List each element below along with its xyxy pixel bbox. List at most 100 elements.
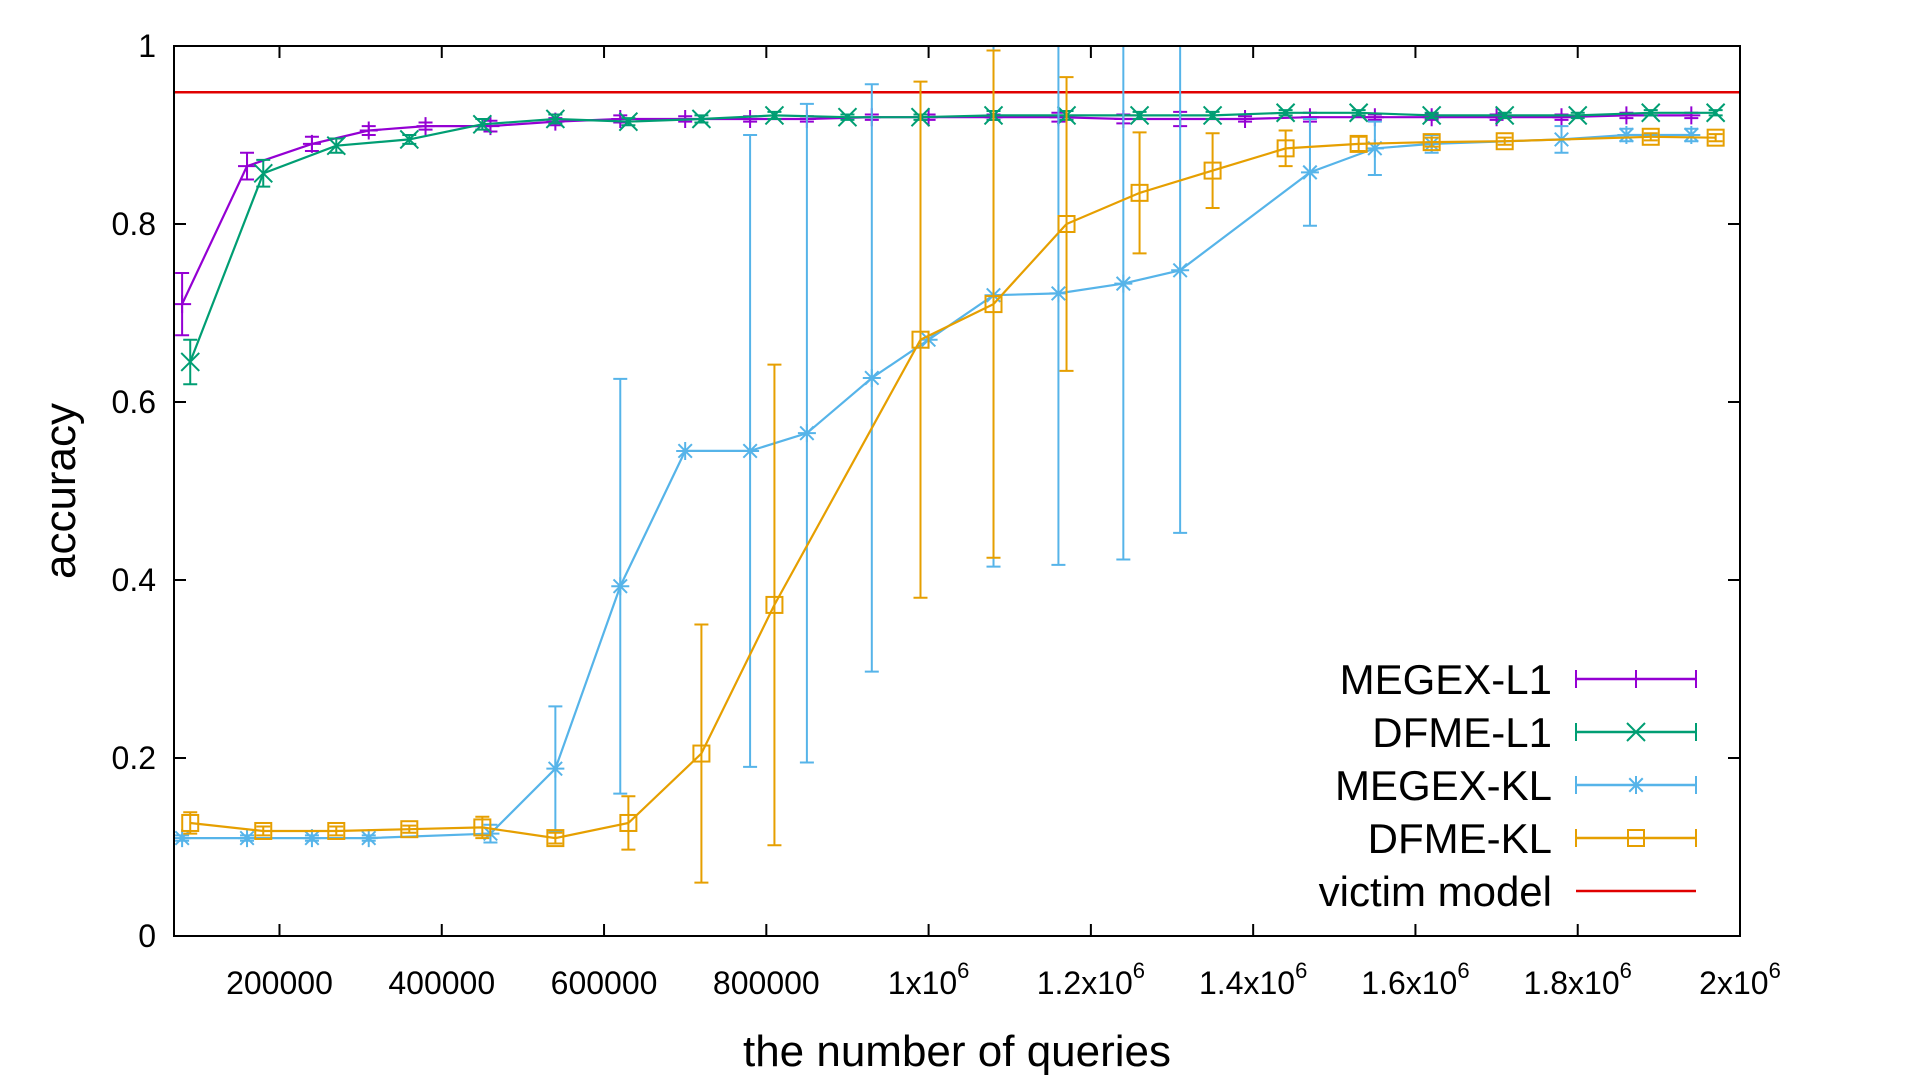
data-point [1705,103,1726,123]
data-point [741,441,760,460]
error-bar [767,363,782,847]
data-point [1130,183,1149,202]
data-point [473,818,492,837]
x-tick-label: 800000 [713,965,820,1001]
x-tick-label-exponent: 6 [1620,958,1632,983]
x-tick-label-base: 1.4x10 [1199,965,1295,1001]
error-bar [621,795,636,851]
y-axis-title: accuracy [36,403,85,579]
axis-ticks: 0 0.2 0.4 0.6 0.8 1 200000 400000 600000 800000 1x… [112,28,1781,1001]
y-tick-label: 0.2 [112,740,156,776]
data-point [326,135,346,156]
data-point [1114,274,1133,293]
series-line [182,133,1692,840]
data-point [862,368,881,387]
error-bar [329,825,344,837]
data-point [1348,103,1369,123]
legend-item: DFME-L1 [1372,709,1697,756]
legend-item: MEGEX-L1 [1340,656,1697,703]
x-tick-label-base: 200000 [226,965,333,1001]
data-point [416,117,435,136]
data-point [911,330,930,349]
data-point [837,107,858,127]
x-tick-label-exponent: 6 [1133,958,1145,983]
series-layer [173,45,1740,884]
data-point [359,829,378,848]
data-point [1627,670,1645,688]
data-point [1349,134,1368,153]
series-dfme-kl [181,49,1725,884]
error-bar [1708,133,1723,143]
data-point [546,759,565,778]
y-tick-label: 0.6 [112,384,156,420]
series-dfme-l1 [180,103,1726,386]
error-bar [1424,136,1439,148]
data-point [302,134,321,153]
data-point [1422,133,1441,152]
legend: MEGEX-L1 DFME-L1 MEGEX-KL DFME-KL victim mod… [1319,656,1697,915]
x-tick-label: 1.4x106 [1199,958,1307,1001]
legend-label: victim model [1319,868,1552,915]
data-point [1300,163,1319,182]
legend-label: MEGEX-L1 [1340,656,1552,703]
x-tick-label-base: 800000 [713,965,820,1001]
data-point [1365,139,1384,158]
x-tick-label-base: 600000 [551,965,658,1001]
x-tick-label-exponent: 6 [1295,958,1307,983]
x-tick-label: 1.6x106 [1361,958,1469,1001]
data-point [238,829,257,848]
x-tick-label-exponent: 6 [1457,958,1469,983]
data-point [1171,261,1190,280]
data-point [764,105,785,126]
data-point [1627,829,1645,847]
data-point [1641,127,1660,146]
x-tick-label-base: 400000 [388,965,495,1001]
data-point [1552,108,1571,127]
data-point [472,114,493,135]
legend-label: DFME-L1 [1372,709,1552,756]
error-bar [986,49,1001,559]
data-point [253,163,273,183]
data-point [611,577,630,596]
data-point [1617,106,1636,125]
error-bar [1278,129,1293,168]
error-bar [694,623,709,884]
y-tick-label: 0.4 [112,562,156,598]
error-bar [548,831,563,845]
x-tick-label: 400000 [388,965,495,1001]
error-bar [1051,45,1066,566]
data-point [1494,105,1515,126]
error-bar [256,825,271,837]
x-tick-label-exponent: 6 [1769,958,1781,983]
legend-swatch-caps [1575,776,1697,794]
x-tick-label: 1x106 [888,958,970,1001]
data-point [1617,126,1636,144]
x-tick-label: 200000 [226,965,333,1001]
legend-item: MEGEX-KL [1335,762,1697,809]
data-point [359,121,378,140]
data-point [327,821,346,840]
data-point [1682,126,1701,144]
y-tick-label: 0 [138,918,156,954]
error-bar [1132,131,1147,255]
x-tick-label: 1.2x106 [1037,958,1145,1001]
data-point [984,295,1003,314]
data-point [692,744,711,763]
data-point [173,295,192,314]
x-tick-label-base: 2x10 [1699,965,1768,1001]
data-point [619,813,638,832]
data-point [180,352,200,372]
error-bar [1205,132,1220,209]
x-tick-label-base: 1x10 [888,965,957,1001]
x-tick-label-base: 1.2x10 [1037,965,1133,1001]
error-bar [1059,76,1074,372]
legend-label: MEGEX-KL [1335,762,1552,809]
data-point [546,829,565,848]
data-point [1129,105,1150,126]
data-point [1276,139,1295,158]
data-point [1682,106,1701,125]
data-point [181,813,200,832]
data-point [797,424,816,443]
data-point [1236,109,1255,128]
x-tick-label-base: 1.6x10 [1361,965,1457,1001]
